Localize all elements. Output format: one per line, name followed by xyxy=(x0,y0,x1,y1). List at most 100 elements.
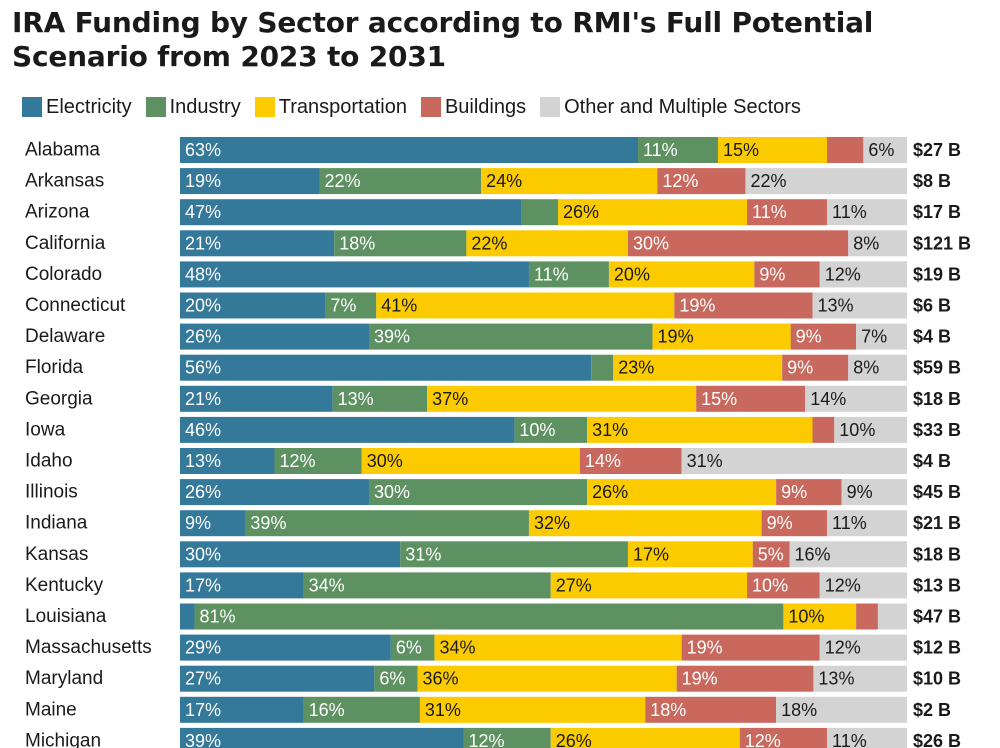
data-label-kansas-other-and-multiple-sectors: 16% xyxy=(795,544,831,564)
bar-segment-kansas-electricity xyxy=(180,541,401,568)
bar-segment-idaho-industry xyxy=(274,448,362,474)
data-label-georgia-electricity: 21% xyxy=(185,389,221,409)
bar-row-maine: Maine 17% 16% 31% 18% 18% $2 B xyxy=(25,696,951,723)
bar-row-alabama: Alabama 63% 11% 15% 6% $27 B xyxy=(25,137,961,163)
bar-row-delaware: Delaware 26% 39% 19% 9% 7% $4 B xyxy=(25,323,951,350)
bar-segment-maryland-buildings xyxy=(676,665,814,692)
total-label-california: $121 B xyxy=(913,233,971,253)
data-label-louisiana-transportation: 10% xyxy=(788,607,824,627)
bar-segment-kentucky-other-and-multiple-sectors xyxy=(819,572,907,599)
bar-segment-illinois-other-and-multiple-sectors xyxy=(841,479,907,506)
state-label-georgia: Georgia xyxy=(25,388,93,409)
bar-segment-kentucky-industry xyxy=(303,572,551,599)
bar-segment-delaware-other-and-multiple-sectors xyxy=(856,323,907,350)
data-label-massachusetts-other-and-multiple-sectors: 12% xyxy=(825,638,861,658)
bar-segment-colorado-other-and-multiple-sectors xyxy=(819,261,907,288)
bar-segment-maine-buildings xyxy=(645,696,777,723)
total-label-indiana: $21 B xyxy=(913,513,961,533)
data-label-kentucky-buildings: 10% xyxy=(752,575,788,595)
bar-row-illinois: Illinois 26% 30% 26% 9% 9% $45 B xyxy=(25,479,961,506)
data-label-louisiana-industry: 81% xyxy=(200,607,236,627)
data-label-connecticut-other-and-multiple-sectors: 13% xyxy=(817,296,853,316)
bar-segment-massachusetts-transportation xyxy=(434,634,682,661)
data-label-connecticut-transportation: 41% xyxy=(381,296,417,316)
total-label-michigan: $26 B xyxy=(913,731,961,748)
data-label-maine-other-and-multiple-sectors: 18% xyxy=(781,700,817,720)
data-label-alabama-electricity: 63% xyxy=(185,140,221,160)
legend-item-other: Other and Multiple Sectors xyxy=(540,96,801,119)
bar-segment-michigan-electricity xyxy=(180,727,464,748)
data-label-massachusetts-buildings: 19% xyxy=(687,638,723,658)
state-label-connecticut: Connecticut xyxy=(25,295,126,316)
legend-item-industry: Industry xyxy=(145,96,241,119)
bar-segment-indiana-industry xyxy=(245,510,529,537)
legend-item-transportation: Transportation xyxy=(254,96,407,119)
data-label-iowa-electricity: 46% xyxy=(185,420,221,440)
bar-segment-kentucky-electricity xyxy=(180,572,304,599)
bar-segment-iowa-buildings xyxy=(812,416,835,443)
bar-segment-arizona-industry xyxy=(521,199,559,226)
data-label-illinois-other-and-multiple-sectors: 9% xyxy=(847,482,873,502)
data-label-colorado-electricity: 48% xyxy=(185,264,221,284)
bar-row-maryland: Maryland 27% 6% 36% 19% 13% $10 B xyxy=(25,665,961,692)
bar-row-arizona: Arizona 47% 26% 11% 11% $17 B xyxy=(25,199,961,226)
state-label-idaho: Idaho xyxy=(25,451,73,472)
state-label-colorado: Colorado xyxy=(25,264,102,285)
data-label-kentucky-electricity: 17% xyxy=(185,575,221,595)
bar-segment-california-electricity xyxy=(180,230,335,257)
data-label-maine-electricity: 17% xyxy=(185,700,221,720)
bar-segment-massachusetts-electricity xyxy=(180,634,391,661)
data-label-kentucky-other-and-multiple-sectors: 12% xyxy=(825,575,861,595)
data-label-california-electricity: 21% xyxy=(185,233,221,253)
total-label-florida: $59 B xyxy=(913,358,961,378)
legend-swatch-industry xyxy=(145,97,166,117)
data-label-kentucky-industry: 34% xyxy=(309,575,345,595)
bar-row-idaho: Idaho 13% 12% 30% 14% 31% $4 B xyxy=(25,448,951,474)
bar-row-indiana: Indiana 9% 39% 32% 9% 11% $21 B xyxy=(25,510,961,537)
bar-row-georgia: Georgia 21% 13% 37% 15% 14% $18 B xyxy=(25,385,961,412)
bar-segment-maryland-transportation xyxy=(417,665,677,692)
bar-segment-alabama-buildings xyxy=(827,137,864,163)
bar-segment-colorado-industry xyxy=(528,261,609,288)
bar-row-kentucky: Kentucky 17% 34% 27% 10% 12% $13 B xyxy=(25,572,961,599)
bar-segment-louisiana-industry xyxy=(194,603,784,630)
bar-segment-colorado-electricity xyxy=(180,261,529,288)
bar-segment-maine-industry xyxy=(303,696,420,723)
bar-row-louisiana: Louisiana 81% 10% $47 B xyxy=(25,603,961,630)
data-label-arkansas-industry: 22% xyxy=(325,171,361,191)
bar-segment-connecticut-buildings xyxy=(674,292,813,319)
state-label-delaware: Delaware xyxy=(25,326,105,347)
total-label-idaho: $4 B xyxy=(913,451,951,471)
data-label-indiana-other-and-multiple-sectors: 11% xyxy=(832,513,867,533)
data-label-illinois-industry: 30% xyxy=(374,482,410,502)
bar-segment-connecticut-other-and-multiple-sectors xyxy=(812,292,907,319)
total-label-delaware: $4 B xyxy=(913,327,951,347)
data-label-connecticut-buildings: 19% xyxy=(679,296,715,316)
data-label-alabama-other-and-multiple-sectors: 6% xyxy=(868,140,894,160)
data-label-georgia-buildings: 15% xyxy=(701,389,737,409)
data-label-arkansas-buildings: 12% xyxy=(662,171,698,191)
state-label-kansas: Kansas xyxy=(25,544,88,565)
bar-segment-florida-other-and-multiple-sectors xyxy=(848,354,907,381)
state-label-alabama: Alabama xyxy=(25,140,100,161)
data-label-alabama-industry: 11% xyxy=(643,140,678,160)
data-label-georgia-other-and-multiple-sectors: 14% xyxy=(810,389,846,409)
bar-segment-michigan-industry xyxy=(463,727,551,748)
data-label-kansas-transportation: 17% xyxy=(633,544,669,564)
bar-segment-delaware-electricity xyxy=(180,323,370,350)
bar-segment-georgia-transportation xyxy=(427,385,697,412)
bar-segment-massachusetts-industry xyxy=(390,634,435,661)
data-label-california-other-and-multiple-sectors: 8% xyxy=(853,233,879,253)
bar-row-iowa: Iowa 46% 10% 31% 10% $33 B xyxy=(25,416,961,443)
data-label-colorado-transportation: 20% xyxy=(614,264,650,284)
data-label-california-buildings: 30% xyxy=(633,233,669,253)
bar-segment-illinois-electricity xyxy=(180,479,370,506)
bar-segment-arizona-transportation xyxy=(558,199,748,226)
bar-segment-idaho-electricity xyxy=(180,448,275,474)
data-label-michigan-industry: 12% xyxy=(469,731,505,748)
bar-segment-california-industry xyxy=(334,230,467,257)
bar-segment-idaho-transportation xyxy=(361,448,580,474)
bar-segment-illinois-industry xyxy=(369,479,588,506)
bar-segment-delaware-buildings xyxy=(790,323,857,350)
total-label-arkansas: $8 B xyxy=(913,171,951,191)
